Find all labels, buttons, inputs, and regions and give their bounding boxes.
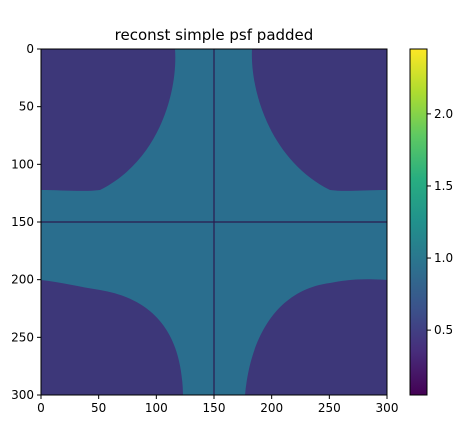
y-tick-label: 50 — [19, 100, 34, 114]
y-tick-label: 250 — [11, 330, 34, 344]
y-tick-label: 150 — [11, 215, 34, 229]
y-tick-label: 100 — [11, 157, 34, 171]
y-tick-label: 0 — [26, 42, 34, 56]
apple-quadrant-bottom-right — [245, 279, 387, 395]
colorbar — [409, 48, 428, 396]
x-tick-label: 200 — [260, 401, 283, 415]
apple-quadrant-bottom-left — [41, 280, 183, 395]
x-tick-label: 300 — [376, 401, 399, 415]
x-tick-label: 250 — [318, 401, 341, 415]
x-tick-label: 150 — [203, 401, 226, 415]
colorbar-tick-label: 1.0 — [434, 251, 453, 265]
y-tick-label: 200 — [11, 273, 34, 287]
colorbar-tick-label: 1.5 — [434, 179, 453, 193]
colorbar-tick-label: 2.0 — [434, 107, 453, 121]
apple-quadrant-top-left — [41, 49, 176, 191]
heatmap-image — [41, 49, 387, 395]
x-tick-label: 0 — [37, 401, 45, 415]
x-tick-label: 100 — [145, 401, 168, 415]
y-axis-ticks: 0 50 100 150 200 250 300 — [11, 42, 41, 402]
y-tick-label: 300 — [11, 388, 34, 402]
x-axis-ticks: 0 50 100 150 200 250 300 — [37, 395, 398, 415]
colorbar-tick-label: 0.5 — [434, 323, 453, 337]
x-tick-label: 50 — [91, 401, 106, 415]
chart-title: reconst simple psf padded — [115, 26, 314, 44]
apple-quadrant-top-right — [251, 49, 387, 191]
colorbar-ticks: 0.5 1.0 1.5 2.0 — [427, 107, 453, 337]
